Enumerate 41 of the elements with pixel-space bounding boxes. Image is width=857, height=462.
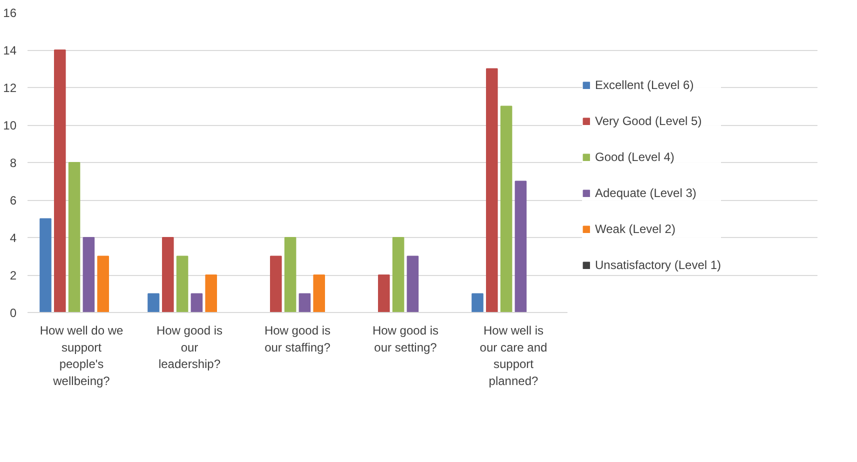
bar	[68, 162, 80, 312]
y-tick-label: 12	[3, 81, 17, 95]
bar	[486, 68, 498, 312]
x-tick-label: How well is our care and support planned?	[480, 324, 548, 388]
bar	[472, 293, 484, 312]
legend-label: Very Good (Level 5)	[595, 114, 702, 128]
y-tick-label: 4	[10, 231, 17, 245]
bar	[82, 237, 95, 312]
bar	[406, 256, 419, 312]
y-tick-label: 8	[10, 156, 17, 170]
legend-label: Adequate (Level 3)	[595, 186, 696, 200]
legend-label: Good (Level 4)	[595, 150, 674, 164]
legend-label: Weak (Level 2)	[595, 222, 676, 236]
bar	[40, 218, 52, 312]
y-tick-label: 2	[10, 268, 17, 282]
bar	[205, 274, 217, 312]
bar	[162, 237, 174, 312]
bar	[298, 293, 311, 312]
bar	[176, 256, 188, 312]
bar	[270, 256, 282, 312]
bar	[284, 237, 296, 312]
y-tick-label: 10	[3, 118, 17, 132]
y-tick-label: 0	[10, 306, 17, 320]
x-tick-label: How good is our setting?	[372, 324, 439, 354]
legend-label: Unsatisfactory (Level 1)	[595, 258, 722, 272]
bar	[514, 180, 527, 312]
bar	[313, 274, 325, 312]
x-tick-label: How well do we support people's wellbeing?	[40, 324, 124, 388]
bar	[500, 106, 512, 312]
x-tick-label: How good is our staffing?	[264, 324, 331, 354]
bar	[54, 50, 66, 312]
bar	[148, 293, 160, 312]
bar	[190, 293, 203, 312]
bar	[97, 256, 109, 312]
bar	[392, 237, 404, 312]
bar	[378, 274, 390, 312]
x-tick-label: How good is our leadership?	[156, 324, 223, 372]
y-tick-label: 16	[3, 6, 17, 20]
y-tick-label: 14	[3, 44, 17, 58]
y-tick-label: 6	[10, 194, 17, 208]
legend-label: Excellent (Level 6)	[595, 78, 694, 92]
